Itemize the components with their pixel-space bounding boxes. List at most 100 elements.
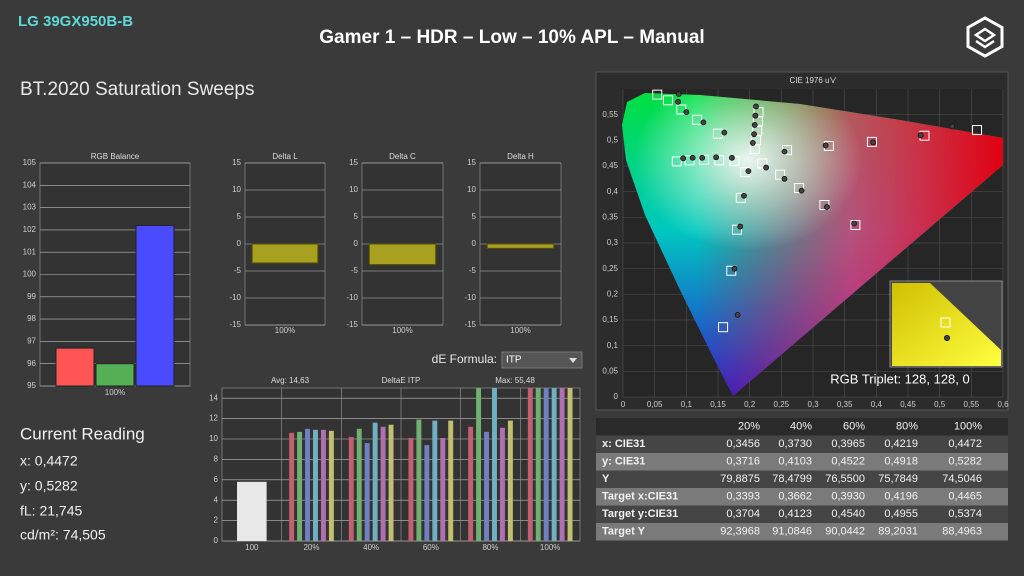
x-tick-label: 20% [303,543,319,552]
table-header-bg [596,418,1008,436]
table-cell: 0,5374 [948,508,982,520]
target-point [972,125,983,136]
x-tick-label: 100% [275,326,295,335]
table-row-bg [596,470,1008,488]
y-tick-label: -10 [229,293,241,302]
table-row-bg [596,505,1008,523]
y-tick-label: 10 [232,185,241,194]
y-tick-label: 0,35 [602,212,618,221]
measured-point [731,265,738,272]
x-tick-label: 60% [423,543,439,552]
row-label: y: CIE31 [602,456,645,468]
table-cell: 92,3968 [720,526,760,538]
x-tick-label: 0,15 [710,400,726,409]
target-point [866,136,877,147]
bar [348,436,354,541]
measured-point [753,103,759,110]
measured-point [851,220,858,227]
x-tick-label: 80% [482,543,498,552]
bar [468,426,474,541]
bar [416,419,422,541]
measured-point [917,132,924,139]
bar [356,428,362,541]
table-cell: 0,3662 [778,491,812,503]
formula-value[interactable]: ITP [506,355,522,366]
section-title: BT.2020 Saturation Sweeps [20,79,255,100]
table-cell: 0,4103 [778,456,812,468]
reading-line: fL: 21,745 [20,503,82,519]
y-tick-label: -15 [464,320,476,329]
y-tick-label: -5 [351,266,359,275]
x-tick-label: 0,35 [837,400,853,409]
measured-point [798,187,805,194]
y-tick-label: 14 [209,393,218,402]
x-tick-label: 0,6 [997,400,1009,409]
table-cell: 0,4540 [831,508,865,520]
chart-title: Delta C [389,152,416,161]
formula-label: dE Formula: [432,352,497,366]
dropdown-arrow[interactable] [569,358,577,363]
bar [527,388,533,541]
bar [492,388,497,541]
measured-point [751,131,757,138]
measured-point [763,164,770,171]
bar [567,388,573,541]
table-cell: 76,5500 [825,473,865,485]
measured-point [683,109,690,115]
y-tick-label: 5 [354,212,359,221]
y-tick-label: 15 [349,158,358,167]
table-cell: 0,5282 [948,456,982,468]
measured-point [700,119,707,126]
formula-dropdown[interactable] [501,351,583,369]
y-tick-label: 0,1 [607,341,619,350]
target-point [850,220,861,231]
y-tick-label: -10 [346,293,358,302]
bar [448,420,454,541]
bar [543,388,549,541]
y-tick-label: 100 [23,270,37,279]
reading-title: Current Reading [20,424,145,443]
x-tick-label: 0,05 [647,400,663,409]
y-tick-label: 95 [27,381,36,390]
x-tick-label: 100 [245,543,259,552]
x-tick-label: 0,25 [774,400,790,409]
target-point [699,154,710,165]
bar [328,430,334,541]
table-cell: 0,4522 [831,456,865,468]
x-tick-label: 0 [621,400,626,409]
y-tick-label: 0,2 [607,289,619,298]
bar [289,432,295,541]
y-tick-label: 103 [23,203,37,212]
measured-point [949,123,956,130]
bar [486,243,555,249]
y-tick-label: 99 [27,292,36,301]
table-cell: 0,3965 [831,438,865,450]
x-tick-label: 0,45 [900,400,916,409]
measured-point [741,192,747,199]
y-tick-label: 12 [209,414,218,423]
x-tick-label: 100% [510,326,530,335]
reading-line: cd/m²: 74,505 [20,527,106,543]
bar [320,429,326,541]
x-tick-label: 0,2 [744,400,756,409]
measured-point [824,204,830,210]
measured-point [721,129,728,136]
target-point [714,155,725,166]
column-header: 60% [843,421,865,433]
measured-point [675,98,681,105]
table-row-bg [596,488,1008,506]
measured-point [749,139,756,146]
y-tick-label: 0 [214,536,219,545]
measured-point [781,148,788,155]
y-tick-label: 2 [214,516,219,525]
bar [305,428,310,541]
table-cell: 0,3393 [726,491,760,503]
y-tick-label: 0 [472,239,477,248]
row-label: x: CIE31 [602,438,645,450]
annotation: Max: 55,48 [495,376,535,385]
table-cell: 78,4799 [772,473,812,485]
x-tick-label: 0,55 [964,400,980,409]
x-tick-label: 100% [540,543,560,552]
bar [408,437,414,541]
table-cell: 88,4963 [942,526,982,538]
